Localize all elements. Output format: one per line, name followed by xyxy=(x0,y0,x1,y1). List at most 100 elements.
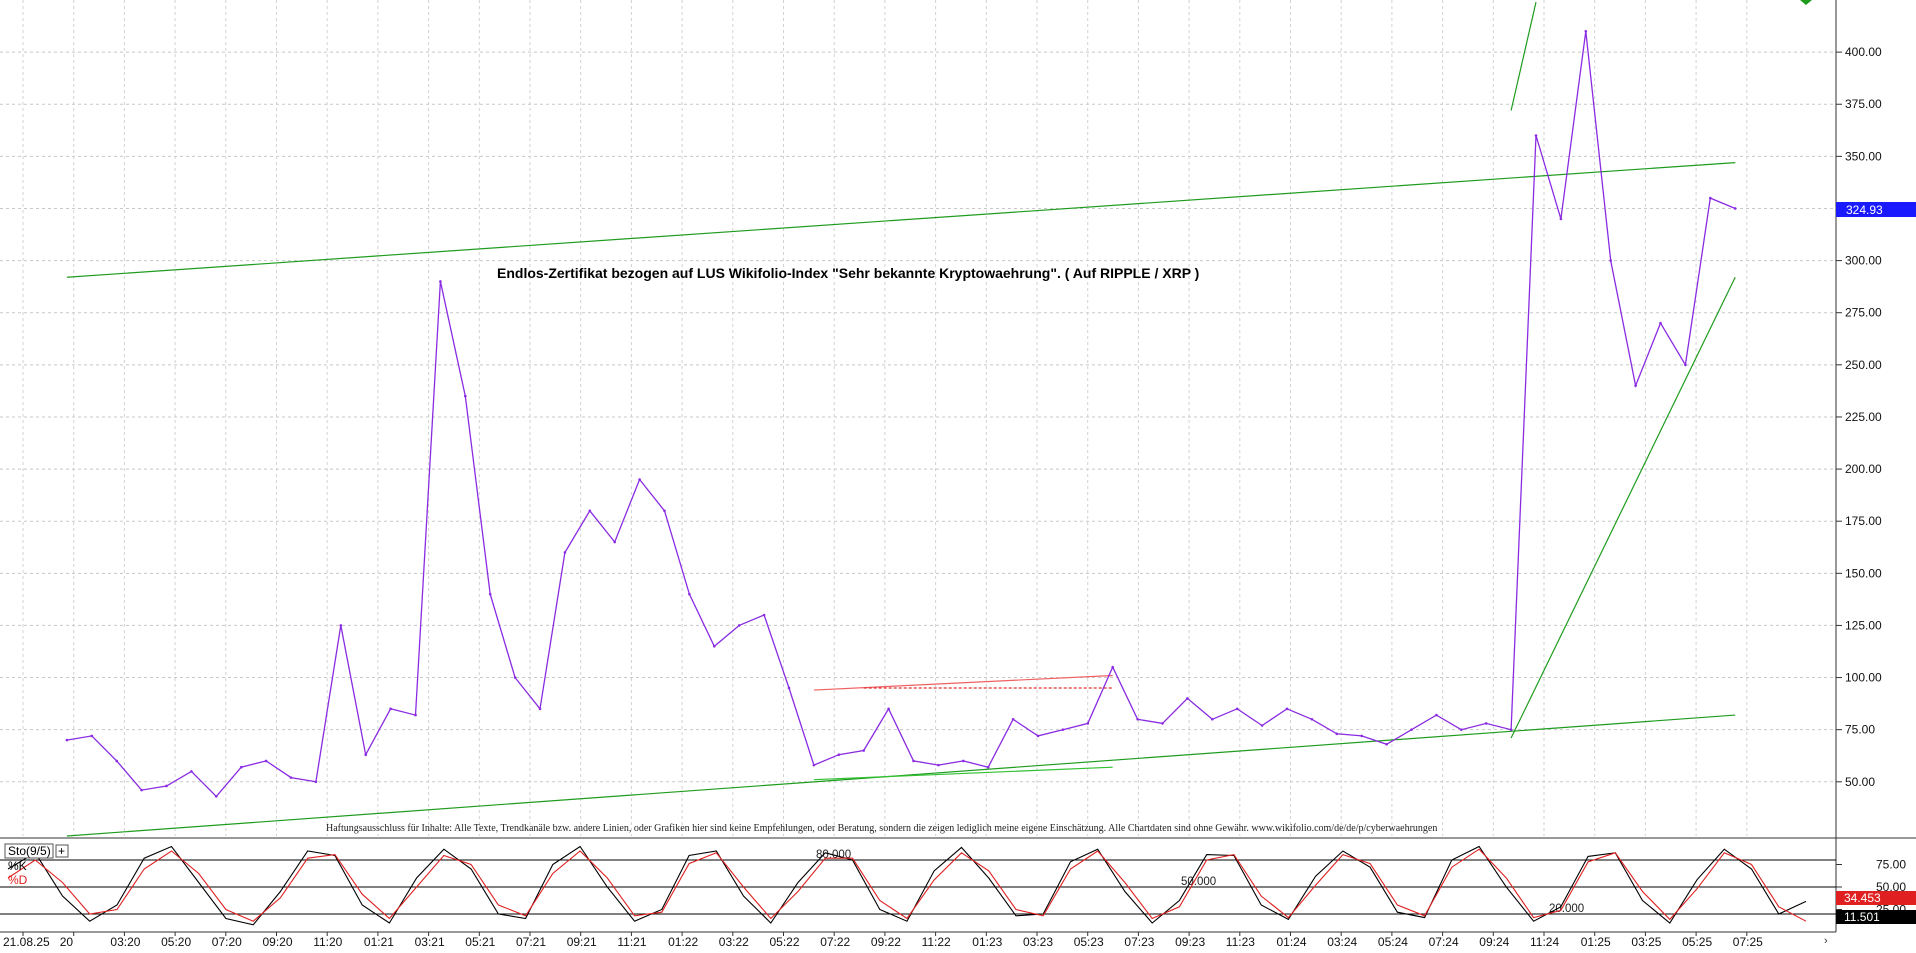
price-point xyxy=(90,734,94,738)
trendline xyxy=(1510,277,1736,739)
oscillator-level-label: 20.000 xyxy=(1549,903,1584,915)
price-point xyxy=(986,765,990,769)
price-point xyxy=(215,795,218,798)
x-tick-label: 07:25 xyxy=(1733,935,1763,948)
indicator-label: Sto(9/5) xyxy=(8,844,51,858)
price-point xyxy=(488,592,492,596)
d-line xyxy=(7,848,1807,922)
price-y-tick-label: 350.00 xyxy=(1845,149,1882,163)
x-tick-label: 07:21 xyxy=(516,935,546,948)
indicator-label-box[interactable] xyxy=(4,843,54,859)
price-point xyxy=(339,624,343,627)
x-tick-label: 11:24 xyxy=(1530,935,1559,948)
price-point xyxy=(364,753,368,756)
price-point xyxy=(1559,217,1563,221)
price-y-tick-label: 75.00 xyxy=(1845,723,1875,737)
price-point xyxy=(264,759,268,763)
price-y-tick-label: 300.00 xyxy=(1845,254,1882,268)
plus-icon: + xyxy=(58,844,65,858)
price-point xyxy=(1086,722,1090,725)
scroll-marker-icon xyxy=(1800,0,1812,5)
price-y-tick-label: 150.00 xyxy=(1845,566,1882,580)
scroll-right-icon[interactable]: › xyxy=(1824,935,1828,947)
price-point xyxy=(962,759,965,763)
price-y-tick-label: 50.00 xyxy=(1845,775,1875,789)
price-point xyxy=(1211,717,1214,721)
price-point xyxy=(1161,722,1164,725)
price-y-tick-label: 200.00 xyxy=(1845,462,1882,476)
x-tick-label: 03:21 xyxy=(415,935,445,948)
oscillator-level-label: 50.000 xyxy=(1181,876,1216,888)
price-y-tick-label: 125.00 xyxy=(1845,618,1882,632)
price-point xyxy=(414,713,417,717)
x-tick-label: 09:24 xyxy=(1479,935,1509,948)
price-point xyxy=(1659,321,1662,325)
price-point xyxy=(688,592,691,596)
disclaimer-text: Haftungsausschluss für Inhalte: Alle Tex… xyxy=(326,823,1437,834)
trendline xyxy=(813,766,1113,781)
x-tick-label: 11:20 xyxy=(313,935,342,948)
x-tick-label: 11:22 xyxy=(922,935,951,948)
price-point xyxy=(1335,732,1339,736)
price-point xyxy=(912,759,915,763)
price-point xyxy=(937,763,940,767)
x-tick-label: 05:24 xyxy=(1378,935,1408,948)
price-point xyxy=(65,738,69,742)
chart-title: Endlos-Zertifikat bezogen auf LUS Wikifo… xyxy=(497,265,1199,281)
trendline xyxy=(1510,1,1537,111)
price-point xyxy=(1509,728,1513,731)
x-tick-label: 07:20 xyxy=(212,935,242,948)
x-tick-label: 03:25 xyxy=(1631,935,1661,948)
price-point xyxy=(1186,697,1189,700)
price-point xyxy=(165,784,168,788)
price-series xyxy=(65,29,1737,798)
last-value-label: 324.93 xyxy=(1846,203,1883,217)
price-point xyxy=(239,765,243,769)
price-point xyxy=(1260,724,1264,727)
price-point xyxy=(464,394,467,398)
x-tick-label: 03:20 xyxy=(110,935,140,948)
price-y-tick-label: 250.00 xyxy=(1845,358,1882,372)
k-value-tag-bg xyxy=(1836,891,1916,905)
x-tick-label: 05:20 xyxy=(161,935,191,948)
price-point xyxy=(439,280,442,283)
price-point xyxy=(1061,728,1065,731)
price-point xyxy=(140,788,143,792)
x-tick-label: 01:25 xyxy=(1581,935,1611,948)
x-tick-label: 09:21 xyxy=(567,935,597,948)
oscillator-y-tick-label: 50.00 xyxy=(1876,880,1906,894)
price-point xyxy=(1235,707,1239,711)
price-y-tick-label: 175.00 xyxy=(1845,514,1882,528)
price-point xyxy=(837,753,841,756)
price-line xyxy=(66,31,1736,798)
price-point xyxy=(663,509,666,513)
x-tick-label: 09:23 xyxy=(1175,935,1205,948)
x-tick-label: 05:25 xyxy=(1682,935,1712,948)
price-point xyxy=(314,780,318,784)
price-point xyxy=(613,540,616,544)
x-tick-label: 11:23 xyxy=(1226,935,1255,948)
price-point xyxy=(887,707,890,711)
indicator-expand-button[interactable] xyxy=(55,844,69,858)
price-point xyxy=(862,749,865,752)
price-point xyxy=(538,707,542,711)
price-point xyxy=(812,763,816,767)
oscillator-value-tags: 34.453 11.501 xyxy=(1836,891,1916,924)
last-value-tag: 324.93 xyxy=(1836,202,1916,217)
x-tick-label: 09:22 xyxy=(871,935,901,948)
price-point xyxy=(1410,728,1413,731)
price-point xyxy=(1435,713,1438,717)
d-legend-label: %D xyxy=(8,873,28,887)
price-point xyxy=(1584,29,1588,33)
x-tick-label: 05:21 xyxy=(465,935,495,948)
price-point xyxy=(1484,722,1488,725)
x-tick-label: 07:24 xyxy=(1429,935,1459,948)
price-point xyxy=(713,644,716,648)
oscillator-y-tick-label: 75.00 xyxy=(1876,858,1906,872)
price-point xyxy=(1634,384,1637,387)
x-tick-label: 03:23 xyxy=(1023,935,1053,948)
price-point xyxy=(389,707,392,711)
x-tick-label: 07:23 xyxy=(1124,935,1154,948)
